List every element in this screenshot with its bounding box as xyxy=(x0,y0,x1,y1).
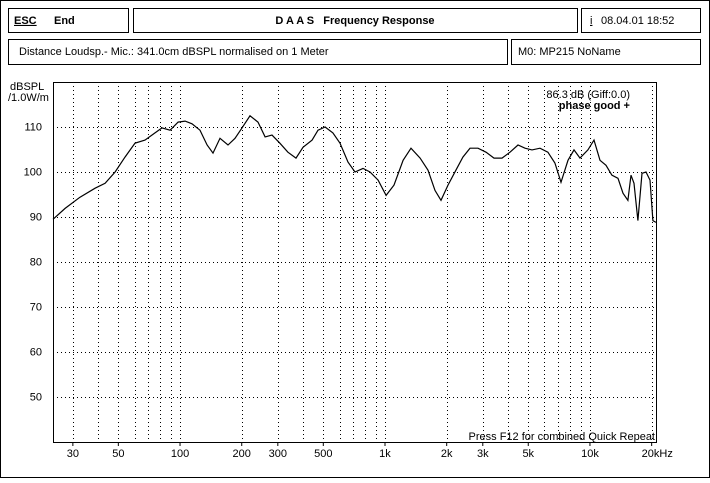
x-tick-label: 30 xyxy=(67,448,79,460)
title-box xyxy=(133,8,578,33)
measurement-info: Distance Loudsp.- Mic.: 341.0cm dBSPL no… xyxy=(19,46,329,58)
y-tick-label: 90 xyxy=(30,211,42,223)
level-annotation: 86.3 dB (Giff:0.0) xyxy=(546,89,630,101)
y-tick-label: 60 xyxy=(30,346,42,358)
x-tick-label: 50 xyxy=(112,448,124,460)
x-tick-label: 5k xyxy=(522,448,534,460)
x-tick-label: 300 xyxy=(269,448,287,460)
memory-info: M0: MP215 NoName xyxy=(518,46,621,58)
date: 08.04.01 18:52 xyxy=(601,15,674,27)
info-box xyxy=(8,39,508,65)
info-key[interactable]: i xyxy=(590,15,592,27)
plot-area xyxy=(53,82,657,443)
phase-annotation: phase good + xyxy=(559,100,630,112)
x-tick-label: 3k xyxy=(477,448,489,460)
x-tick-label: 100 xyxy=(171,448,189,460)
memory-box xyxy=(511,39,701,65)
response-curve xyxy=(52,114,657,223)
escape-box[interactable] xyxy=(8,8,129,33)
y-axis-unit: /1.0W/m xyxy=(8,92,49,104)
x-tick-label: 1k xyxy=(379,448,391,460)
escape-key[interactable]: ESC xyxy=(14,15,37,27)
y-tick-label: 110 xyxy=(24,121,42,133)
y-tick-label: 100 xyxy=(24,166,42,178)
date-box xyxy=(581,8,701,33)
x-tick-label: 2k xyxy=(441,448,453,460)
end-label[interactable]: End xyxy=(54,15,75,27)
y-axis-label: dBSPL xyxy=(10,81,44,93)
x-tick-label: 200 xyxy=(233,448,251,460)
app-title: D A A S Frequency Response xyxy=(275,15,434,27)
x-tick-label: 10k xyxy=(581,448,599,460)
x-tick-label: 500 xyxy=(314,448,332,460)
x-tick-label: 20kHz xyxy=(642,448,673,460)
y-tick-label: 50 xyxy=(30,391,42,403)
y-tick-label: 80 xyxy=(30,256,42,268)
footer-note: Press F12 for combined Quick Repeat xyxy=(469,431,655,443)
y-tick-label: 70 xyxy=(30,301,42,313)
